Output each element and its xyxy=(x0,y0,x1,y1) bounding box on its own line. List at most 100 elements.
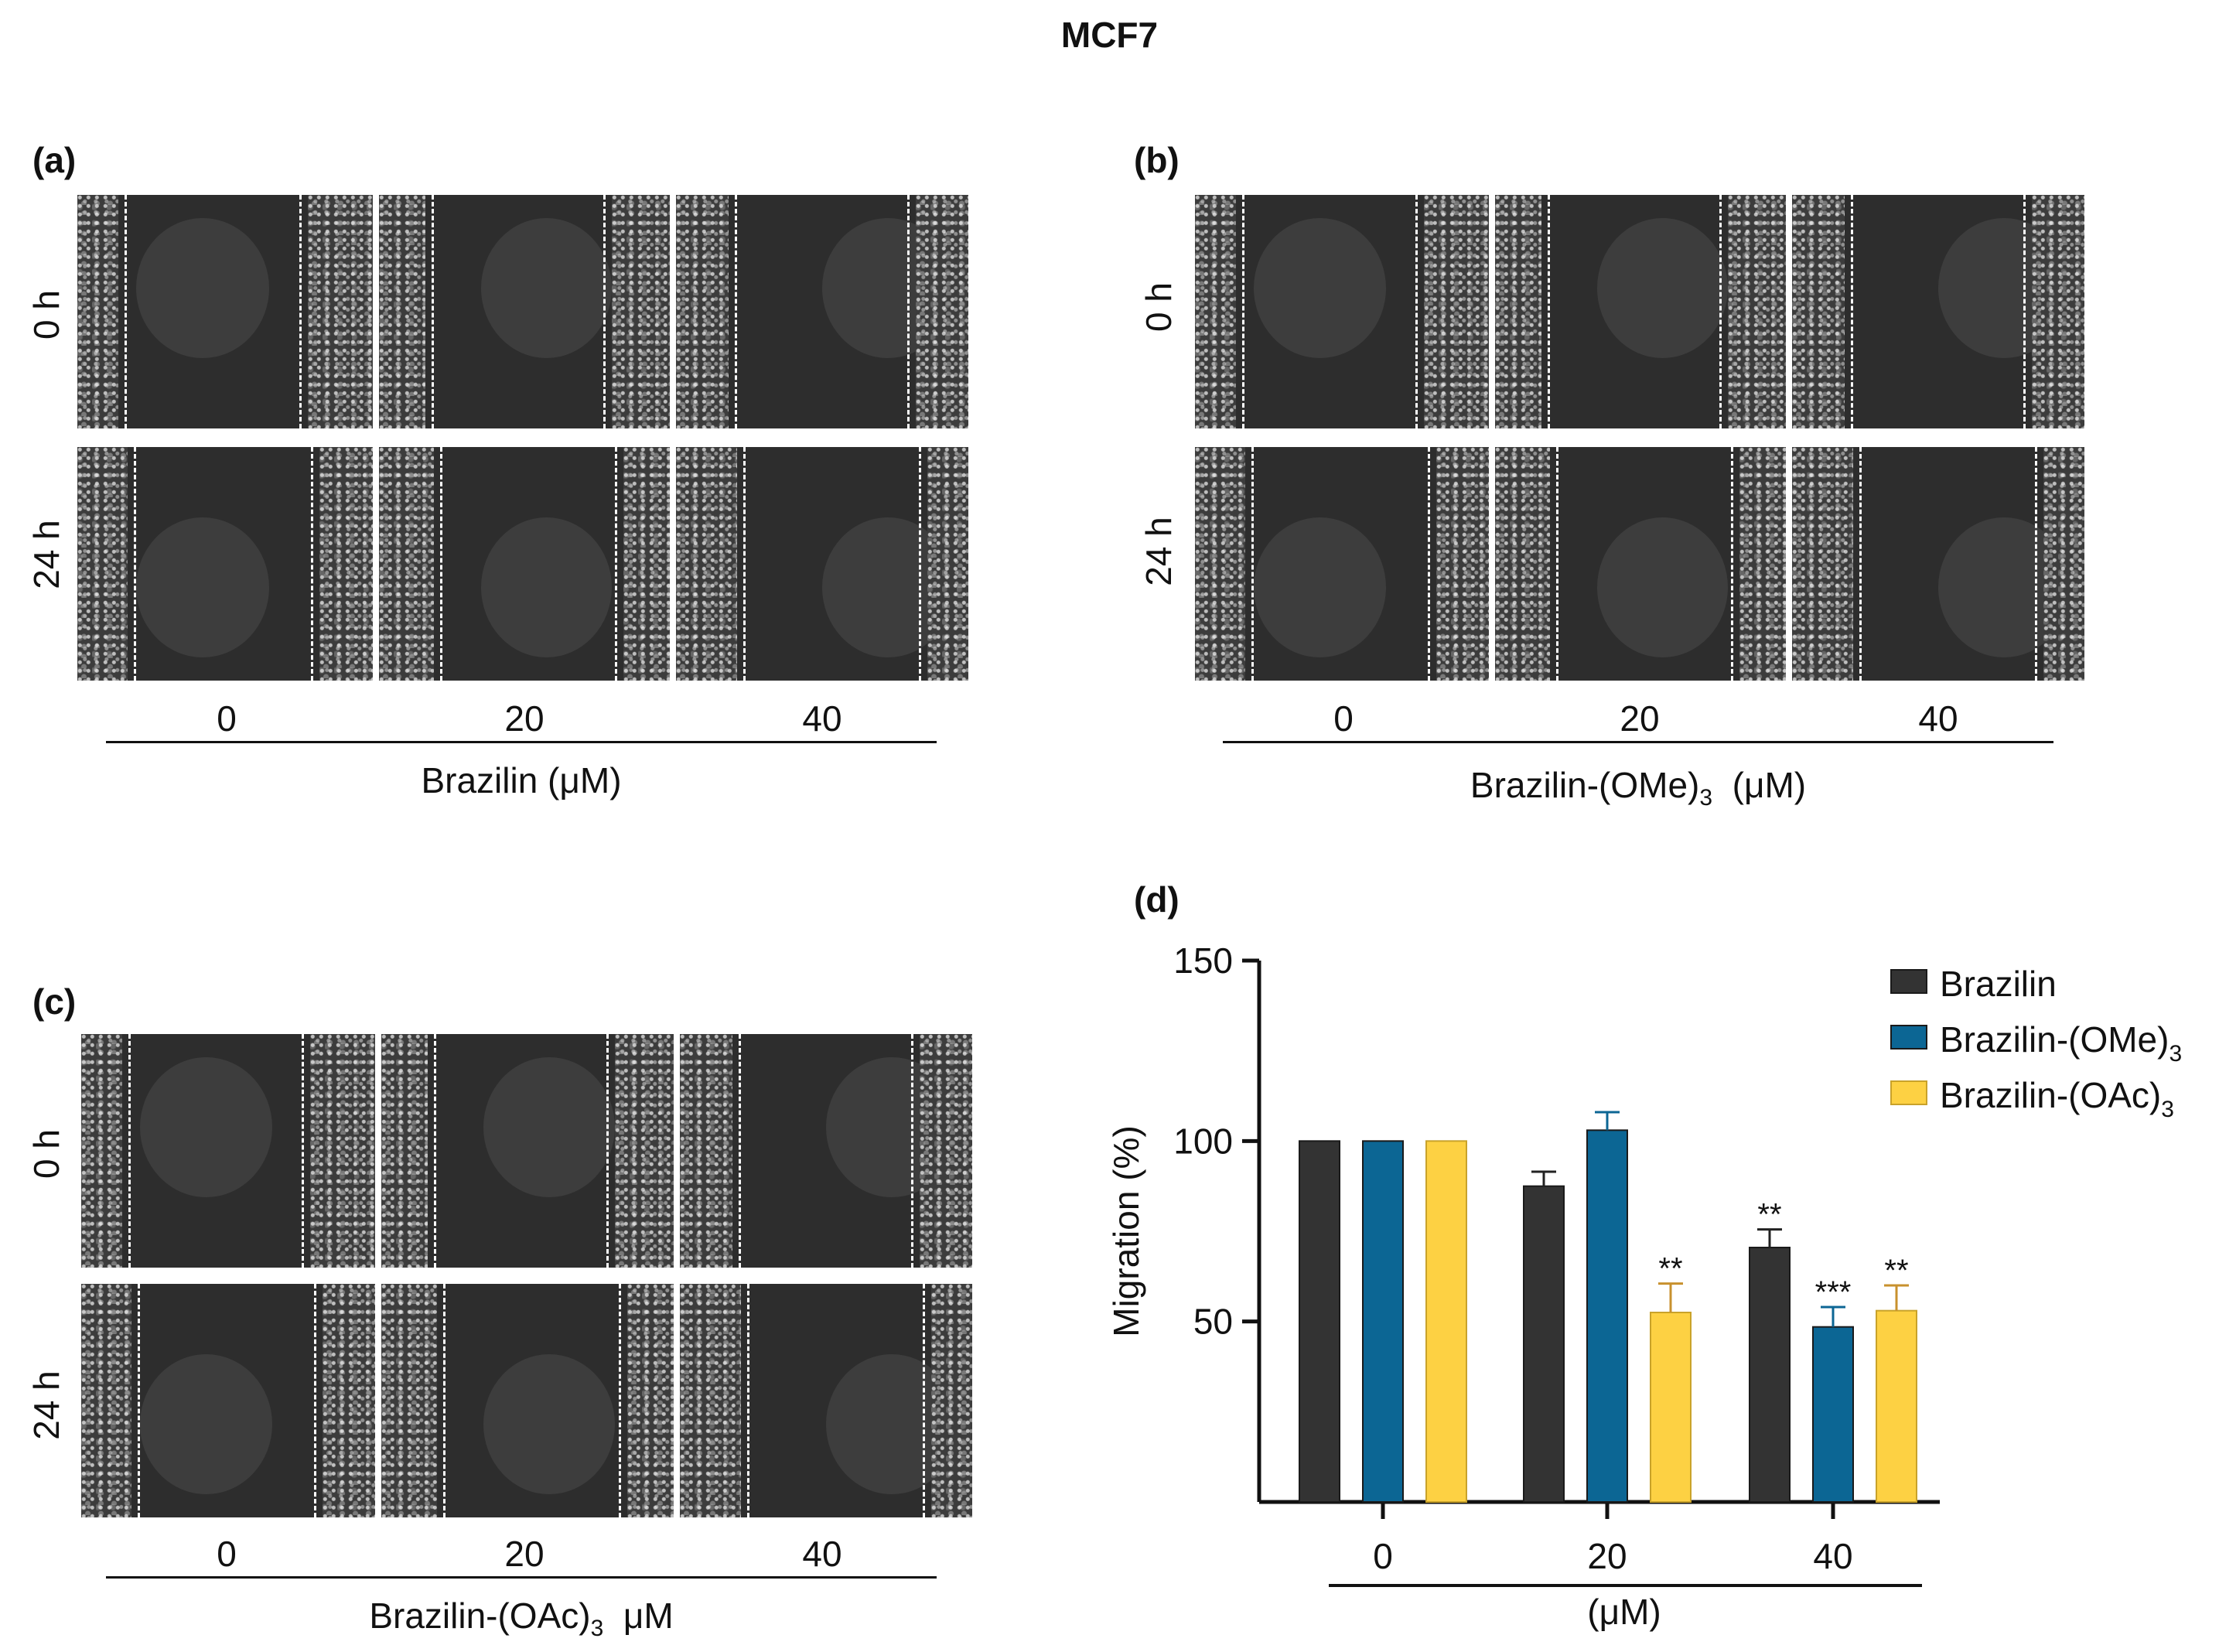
background-haze xyxy=(136,218,269,358)
wound-edge-left xyxy=(739,1034,741,1268)
wound-edge-right xyxy=(919,447,921,681)
panel-a-row-0h: 0 h xyxy=(26,290,67,340)
panel-c-label: (c) xyxy=(32,981,77,1022)
micrograph-b-r1-c0 xyxy=(1195,447,1489,681)
legend-label-0: Brazilin xyxy=(1940,964,2057,1004)
panel-b-tick-0: 0 xyxy=(1333,698,1354,739)
wound-edge-left xyxy=(1851,195,1853,428)
wound-edge-right xyxy=(1719,195,1722,428)
wound-edge-right xyxy=(1731,447,1733,681)
legend-label-2: Brazilin-(OAc)3 xyxy=(1940,1075,2174,1122)
background-haze xyxy=(1254,218,1386,358)
micrograph-a-r0-c0 xyxy=(77,195,373,428)
wound-edge-right xyxy=(2035,447,2037,681)
bar-1-2 xyxy=(1650,1312,1692,1503)
wound-edge-right xyxy=(619,1284,621,1517)
panel-a-row-24h: 24 h xyxy=(26,520,67,589)
wound-edge-left xyxy=(747,1284,749,1517)
background-haze xyxy=(1254,517,1386,657)
panel-b-label: (b) xyxy=(1134,140,1179,180)
cell-layer-right xyxy=(615,1034,674,1268)
micrograph-c-r0-c0 xyxy=(81,1034,375,1268)
panel-b-tick-20: 20 xyxy=(1620,698,1660,739)
cell-layer-left xyxy=(680,1284,741,1517)
background-haze xyxy=(140,1057,272,1197)
cell-layer-left xyxy=(381,1034,428,1268)
wound-edge-left xyxy=(743,447,746,681)
background-haze xyxy=(136,517,269,657)
x-axis-label: (μM) xyxy=(1587,1592,1661,1632)
cell-layer-right xyxy=(916,195,968,428)
y-axis-label: Migration (%) xyxy=(1106,1125,1146,1337)
bar-2-2 xyxy=(1876,1309,1917,1503)
wound-edge-right xyxy=(911,1034,913,1268)
panel-a-tick-40: 40 xyxy=(802,698,842,739)
wound-edge-right xyxy=(314,1284,316,1517)
bar-2-1 xyxy=(1812,1326,1854,1504)
micrograph-a-r0-c2 xyxy=(676,195,968,428)
micrograph-b-r0-c2 xyxy=(1792,195,2084,428)
cell-layer-left xyxy=(1792,195,1845,428)
cell-layer-left xyxy=(81,1034,122,1268)
legend-subscript: 3 xyxy=(2169,1041,2182,1067)
background-haze xyxy=(481,218,612,358)
bar-0-0 xyxy=(1299,1140,1340,1503)
x-tick-label: 0 xyxy=(1373,1536,1393,1576)
wound-edge-right xyxy=(302,1034,304,1268)
cell-layer-right xyxy=(927,447,968,681)
cell-layer-left xyxy=(1792,447,1853,681)
wound-edge-left xyxy=(434,1034,436,1268)
bar-0-1 xyxy=(1362,1140,1404,1503)
wound-edge-left xyxy=(1548,195,1550,428)
cell-layer-left xyxy=(676,195,729,428)
micrograph-a-r1-c2 xyxy=(676,447,968,681)
cell-layer-left xyxy=(676,447,737,681)
wound-edge-left xyxy=(443,1284,446,1517)
cell-layer-right xyxy=(323,1284,375,1517)
bar-0-2 xyxy=(1425,1140,1467,1503)
micrograph-c-r1-c0 xyxy=(81,1284,375,1517)
cell-layer-left xyxy=(1495,447,1550,681)
micrograph-c-r1-c2 xyxy=(680,1284,972,1517)
background-haze xyxy=(1597,517,1728,657)
bar-1-0 xyxy=(1523,1185,1565,1503)
y-tick-label: 50 xyxy=(1193,1302,1233,1342)
micrograph-b-r1-c1 xyxy=(1495,447,1786,681)
cell-layer-left xyxy=(77,195,118,428)
micrograph-a-r1-c0 xyxy=(77,447,373,681)
cell-layer-left xyxy=(81,1284,131,1517)
significance-mark: *** xyxy=(1815,1275,1852,1309)
micrograph-b-r1-c2 xyxy=(1792,447,2084,681)
cell-layer-left xyxy=(1195,447,1245,681)
cell-layer-right xyxy=(2043,447,2084,681)
panel-b-tick-40: 40 xyxy=(1918,698,1958,739)
cell-layer-left xyxy=(1495,195,1541,428)
cell-layer-right xyxy=(1424,195,1489,428)
legend-swatch-0 xyxy=(1890,969,1927,994)
wound-edge-left xyxy=(138,1284,140,1517)
background-haze xyxy=(481,517,612,657)
cell-layer-left xyxy=(379,195,425,428)
panel-b-xlabel: Brazilin-(OMe)3 (μM) xyxy=(1470,765,1807,811)
wound-edge-left xyxy=(432,195,434,428)
panel-c-row-0h: 0 h xyxy=(26,1129,67,1179)
legend-swatch-1 xyxy=(1890,1025,1927,1050)
cell-layer-right xyxy=(627,1284,674,1517)
x-tick-label: 40 xyxy=(1813,1536,1852,1576)
cell-layer-left xyxy=(77,447,128,681)
micrograph-b-r0-c1 xyxy=(1495,195,1786,428)
cell-layer-left xyxy=(1195,195,1236,428)
cell-layer-right xyxy=(623,447,670,681)
wound-edge-left xyxy=(735,195,737,428)
y-tick-label: 100 xyxy=(1173,1121,1233,1161)
figure-title: MCF7 xyxy=(1060,15,1159,55)
cell-layer-left xyxy=(381,1284,437,1517)
wound-edge-left xyxy=(128,1034,131,1268)
legend-subscript: 3 xyxy=(2161,1097,2174,1122)
wound-edge-left xyxy=(125,195,127,428)
panel-b-underline xyxy=(1223,741,2053,743)
background-haze xyxy=(483,1057,615,1197)
panel-c-tick-20: 20 xyxy=(504,1534,545,1574)
cell-layer-left xyxy=(680,1034,732,1268)
